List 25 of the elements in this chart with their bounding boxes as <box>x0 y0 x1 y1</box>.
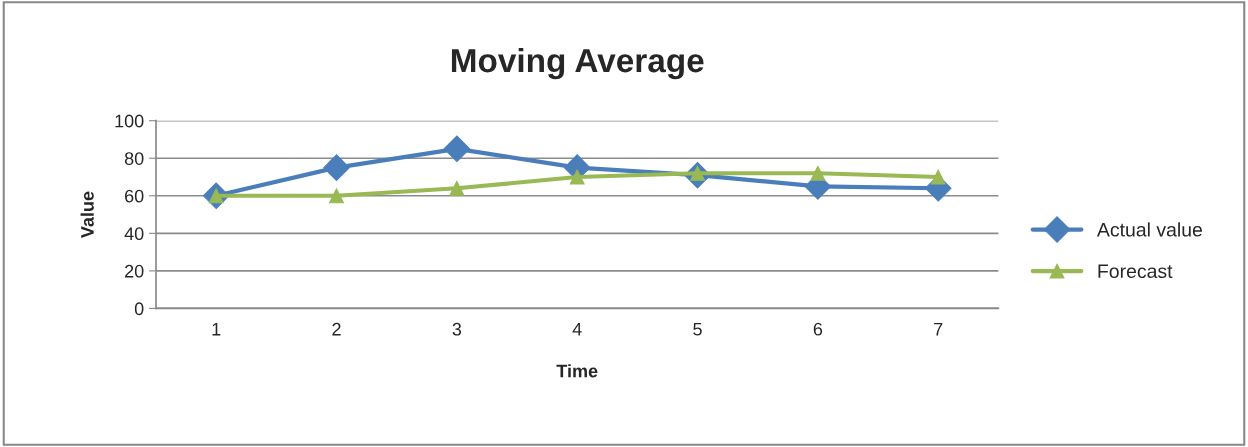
y-tick-label: 60 <box>125 189 144 203</box>
point <box>449 180 465 196</box>
x-tick-label: 5 <box>693 322 702 336</box>
y-tick-label: 80 <box>124 152 144 165</box>
x-tick-label: 1 <box>212 322 221 336</box>
point <box>810 165 826 181</box>
x-tick-label: 3 <box>452 322 462 336</box>
legend-label: Actual value <box>1096 222 1202 237</box>
point <box>323 154 350 181</box>
y-axis-title: Value <box>80 191 94 239</box>
legend-label: Forecast <box>1098 264 1173 279</box>
x-tick-label: 2 <box>332 322 341 336</box>
point <box>569 169 585 185</box>
x-tick-label: 6 <box>813 322 823 336</box>
y-tick-label: 20 <box>125 264 144 278</box>
point <box>443 135 471 163</box>
y-tick-label: 0 <box>134 302 144 316</box>
chart-title: Moving Average <box>451 47 704 80</box>
x-tick-label: 7 <box>934 322 943 336</box>
y-tick-label: 40 <box>124 227 144 241</box>
x-axis-title: Time <box>556 364 598 378</box>
y-tick-label: 100 <box>115 114 144 128</box>
x-tick-label: 4 <box>572 322 582 336</box>
point <box>930 169 946 185</box>
point <box>329 188 344 204</box>
